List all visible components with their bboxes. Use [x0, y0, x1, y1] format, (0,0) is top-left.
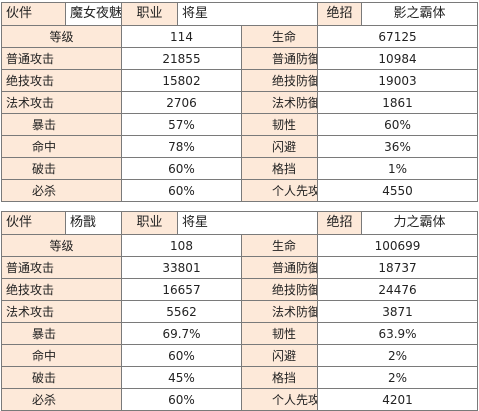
stat-label: 格挡	[240, 366, 319, 389]
stat-value: 100699	[317, 234, 479, 257]
stat-value: 60%	[121, 344, 242, 367]
stat-label: 格挡	[240, 157, 319, 180]
stat-label: 韧性	[240, 322, 319, 345]
partner-label: 伙伴	[1, 2, 66, 26]
stat-value: 78%	[121, 135, 242, 158]
skill-value: 力之霸体	[361, 211, 479, 235]
job-value: 将星	[176, 211, 319, 235]
stat-row: 命中 78% 闪避 36%	[1, 135, 479, 158]
stat-row: 等级 108 生命 100699	[1, 234, 479, 257]
partner-name: 魔女夜魅	[65, 2, 122, 26]
stat-value: 67125	[317, 25, 479, 48]
stat-row: 破击 60% 格挡 1%	[1, 157, 479, 180]
stat-row: 暴击 69.7% 韧性 63.9%	[1, 322, 479, 345]
skill-value: 影之霸体	[361, 2, 479, 26]
stat-value: 1%	[317, 157, 479, 180]
stat-label: 普通防御	[240, 47, 319, 70]
stat-value: 4201	[317, 388, 479, 411]
stat-value: 19003	[317, 69, 479, 92]
stat-value: 45%	[121, 366, 242, 389]
stat-value: 3871	[317, 300, 479, 323]
stat-label: 必杀	[1, 388, 122, 411]
table-header-row: 伙伴 杨戬 职业 将星 绝招 力之霸体	[1, 211, 479, 235]
stat-value: 60%	[121, 179, 242, 202]
stat-value: 18737	[317, 256, 479, 279]
stat-value: 15802	[121, 69, 242, 92]
stat-value: 33801	[121, 256, 242, 279]
stat-row: 法术攻击 2706 法术防御 1861	[1, 91, 479, 114]
stat-value: 16657	[121, 278, 242, 301]
stat-label: 绝技攻击	[1, 278, 122, 301]
stat-label: 暴击	[1, 322, 122, 345]
stat-row: 命中 60% 闪避 2%	[1, 344, 479, 367]
stat-value: 114	[121, 25, 242, 48]
job-label: 职业	[121, 2, 178, 26]
stat-row: 破击 45% 格挡 2%	[1, 366, 479, 389]
stat-label: 生命	[240, 25, 319, 48]
stat-value: 2706	[121, 91, 242, 114]
stat-label: 法术攻击	[1, 91, 122, 114]
stat-label: 韧性	[240, 113, 319, 136]
stat-label: 等级	[1, 25, 122, 48]
stat-label: 法术防御	[240, 91, 319, 114]
stat-value: 60%	[317, 113, 479, 136]
stat-label: 破击	[1, 157, 122, 180]
stat-label: 个人先攻	[240, 179, 319, 202]
partner-stats-table-1: 伙伴 魔女夜魅 职业 将星 绝招 影之霸体 等级 114 生命 67125 普通攻击 21…	[1, 2, 479, 202]
stat-label: 普通攻击	[1, 256, 122, 279]
stat-value: 2%	[317, 366, 479, 389]
stat-label: 必杀	[1, 179, 122, 202]
stat-row: 等级 114 生命 67125	[1, 25, 479, 48]
stat-value: 4550	[317, 179, 479, 202]
stat-label: 等级	[1, 234, 122, 257]
stat-row: 暴击 57% 韧性 60%	[1, 113, 479, 136]
stat-value: 36%	[317, 135, 479, 158]
stat-value: 108	[121, 234, 242, 257]
partner-label: 伙伴	[1, 211, 66, 235]
stat-row: 必杀 60% 个人先攻 4550	[1, 179, 479, 202]
stat-value: 69.7%	[121, 322, 242, 345]
stat-label: 绝技防御	[240, 278, 319, 301]
skill-label: 绝招	[317, 2, 363, 26]
stat-value: 21855	[121, 47, 242, 70]
stat-label: 个人先攻	[240, 388, 319, 411]
stat-value: 60%	[121, 388, 242, 411]
stat-row: 必杀 60% 个人先攻 4201	[1, 388, 479, 411]
skill-label: 绝招	[317, 211, 363, 235]
job-label: 职业	[121, 211, 178, 235]
stat-value: 1861	[317, 91, 479, 114]
stat-value: 63.9%	[317, 322, 479, 345]
stat-value: 2%	[317, 344, 479, 367]
stat-label: 普通攻击	[1, 47, 122, 70]
stat-row: 绝技攻击 16657 绝技防御 24476	[1, 278, 479, 301]
stat-value: 60%	[121, 157, 242, 180]
stat-row: 绝技攻击 15802 绝技防御 19003	[1, 69, 479, 92]
partner-stats-table-2: 伙伴 杨戬 职业 将星 绝招 力之霸体 等级 108 生命 100699 普通攻击 338…	[1, 211, 479, 411]
stat-value: 57%	[121, 113, 242, 136]
stat-value: 5562	[121, 300, 242, 323]
stat-row: 普通攻击 21855 普通防御 10984	[1, 47, 479, 70]
stat-label: 破击	[1, 366, 122, 389]
stat-row: 法术攻击 5562 法术防御 3871	[1, 300, 479, 323]
job-value: 将星	[176, 2, 319, 26]
stat-label: 闪避	[240, 344, 319, 367]
stat-row: 普通攻击 33801 普通防御 18737	[1, 256, 479, 279]
stat-label: 绝技攻击	[1, 69, 122, 92]
partner-name: 杨戬	[65, 211, 122, 235]
stat-label: 闪避	[240, 135, 319, 158]
stat-label: 法术防御	[240, 300, 319, 323]
stat-label: 普通防御	[240, 256, 319, 279]
stat-label: 绝技防御	[240, 69, 319, 92]
stat-label: 生命	[240, 234, 319, 257]
stat-label: 命中	[1, 135, 122, 158]
stat-label: 暴击	[1, 113, 122, 136]
stat-value: 24476	[317, 278, 479, 301]
stat-label: 法术攻击	[1, 300, 122, 323]
table-header-row: 伙伴 魔女夜魅 职业 将星 绝招 影之霸体	[1, 2, 479, 26]
stat-label: 命中	[1, 344, 122, 367]
stat-value: 10984	[317, 47, 479, 70]
